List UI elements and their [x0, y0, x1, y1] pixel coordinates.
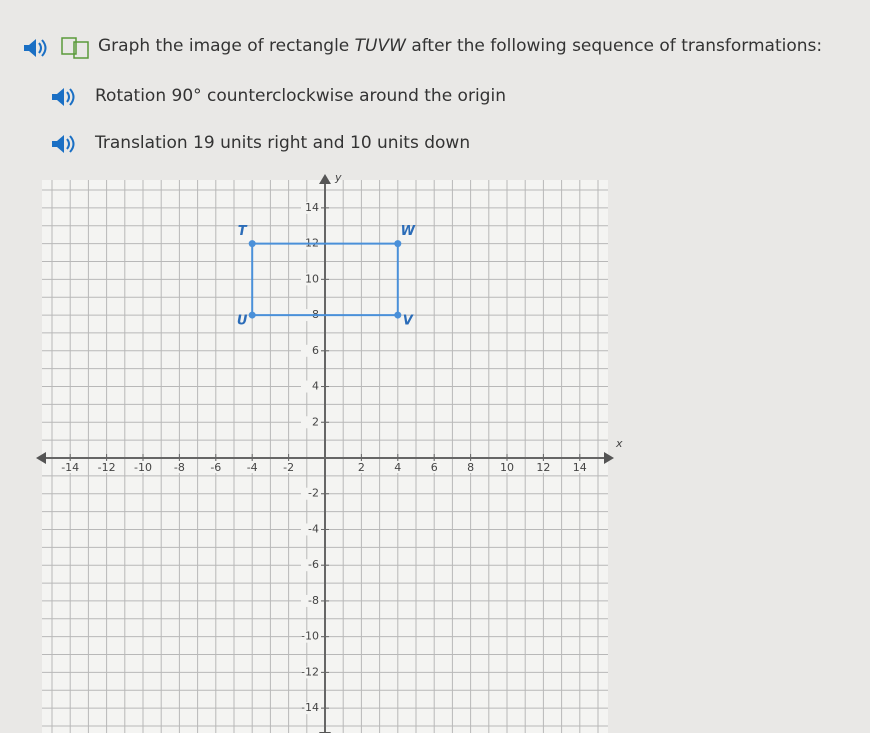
tick-label-bg	[459, 461, 482, 473]
tick-label-bg	[301, 487, 321, 500]
x-tick-label: 4	[394, 461, 401, 474]
x-tick-label: -14	[61, 461, 79, 474]
y-tick-label: 2	[312, 415, 319, 428]
x-tick-label: -8	[174, 461, 185, 474]
vertex	[248, 311, 256, 319]
x-tick-label: -6	[210, 461, 221, 474]
x-tick-label: 8	[467, 461, 474, 474]
x-tick-label: 2	[358, 461, 365, 474]
x-tick-label: -2	[283, 461, 294, 474]
tick-label-bg	[168, 461, 191, 473]
tick-label-bg	[277, 461, 300, 473]
y-tick-label: -4	[308, 522, 319, 535]
tick-label-bg	[204, 461, 227, 473]
tick-label-bg	[301, 702, 321, 715]
step: Translation 19 units right and 10 units …	[95, 133, 471, 153]
x-tick-label: 6	[431, 461, 438, 474]
tick-label-bg	[301, 630, 321, 643]
vertex	[248, 240, 256, 248]
instruction: Graph the image of rectangle TUVW after …	[98, 36, 822, 56]
vertex	[394, 311, 402, 319]
tick-label-bg	[496, 461, 518, 473]
tick-label-bg	[301, 666, 321, 679]
y-tick-label: -8	[308, 594, 319, 607]
y-tick-label: -14	[301, 701, 319, 714]
tick-label-bg	[386, 461, 409, 473]
tick-label-bg	[350, 461, 373, 473]
tick-label-bg	[301, 380, 321, 393]
x-tick-label: 14	[573, 461, 587, 474]
vertex-label: T	[238, 224, 248, 239]
tick-label-bg	[241, 461, 264, 473]
coordinate-plane[interactable]: x y -14 -12 -10 -8 -6 -4 -2 2 4 6 8 10 12 14 -14 -12 -10 -8…	[0, 170, 870, 733]
vertex-label: V	[403, 314, 414, 329]
vertex-label: W	[401, 224, 416, 239]
tick-label-bg	[132, 461, 154, 473]
y-tick-label: 4	[312, 380, 319, 393]
y-tick-label: 10	[305, 272, 319, 285]
x-tick-label: 12	[536, 461, 550, 474]
speaker-icon[interactable]	[50, 134, 76, 154]
tick-label-bg	[95, 461, 118, 473]
tick-label-bg	[423, 461, 446, 473]
y-tick-label: 14	[305, 201, 319, 214]
y-tick-label: -2	[308, 487, 319, 500]
x-tick-label: -12	[98, 461, 116, 474]
instruction-text: after the following sequence of transfor…	[405, 36, 823, 56]
speaker-icon[interactable]	[22, 38, 48, 58]
speaker-icon[interactable]	[50, 87, 76, 107]
tick-label-bg	[301, 559, 321, 572]
vertex-label: U	[237, 314, 248, 329]
y-axis-label: y	[334, 171, 342, 184]
tick-label-bg	[301, 273, 321, 286]
vertex	[394, 240, 402, 248]
step: Rotation 90° counterclockwise around the…	[95, 86, 506, 106]
shape-name: TUVW	[354, 36, 406, 56]
tick-label-bg	[301, 201, 321, 214]
x-tick-label: -4	[247, 461, 258, 474]
x-axis-label: x	[615, 437, 623, 450]
tick-label-bg	[301, 416, 321, 429]
y-tick-label: -6	[308, 558, 319, 571]
tick-label-bg	[568, 461, 591, 473]
tick-label-bg	[301, 523, 321, 536]
tick-label-bg	[59, 461, 82, 473]
tick-label-bg	[301, 594, 321, 607]
y-tick-label: 6	[312, 344, 319, 357]
tick-label-bg	[532, 461, 555, 473]
x-tick-label: -10	[134, 461, 152, 474]
instruction-text: Graph the image of rectangle	[98, 36, 355, 56]
translate-icon[interactable]	[60, 36, 90, 60]
tick-label-bg	[301, 344, 321, 357]
y-tick-label: -10	[301, 630, 319, 643]
x-tick-label: 10	[500, 461, 514, 474]
y-tick-label: -12	[301, 665, 319, 678]
